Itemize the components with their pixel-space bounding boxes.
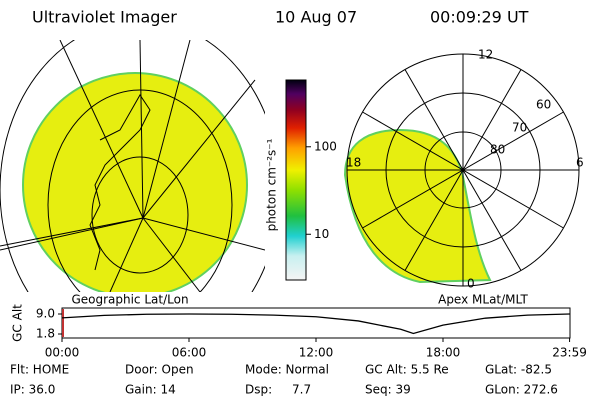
mlt-label: 6 [576, 156, 584, 170]
colorbar-label: photon cm⁻²s⁻¹ [265, 138, 279, 231]
geo-map [0, 40, 265, 292]
status-field: Seq: 39 [365, 383, 411, 397]
colorbar-tick-label: 100 [314, 139, 337, 153]
y-tick-label: 1.8 [36, 327, 55, 341]
mlt-label: 18 [346, 156, 361, 170]
x-tick-label: 23:59 [552, 346, 587, 360]
lat-label: 60 [536, 98, 551, 112]
date: 10 Aug 07 [275, 8, 357, 27]
status-field: GLon: 272.6 [485, 383, 558, 397]
x-tick-label: 18:00 [426, 346, 461, 360]
time: 00:09:29 UT [430, 8, 529, 27]
x-tick-label: 00:00 [45, 346, 80, 360]
x-tick-label: 12:00 [299, 346, 334, 360]
colorbar [285, 79, 307, 281]
mlt-label: 12 [478, 48, 493, 62]
status-field: 7.7 [292, 383, 311, 397]
geo-caption: Geographic Lat/Lon [71, 293, 188, 307]
lat-label: 80 [490, 143, 505, 157]
x-tick-label: 06:00 [172, 346, 207, 360]
status-field: Door: Open [125, 363, 194, 377]
status-field: Gain: 14 [125, 383, 176, 397]
lat-label: 70 [512, 121, 527, 135]
y-tick-label: 9.0 [36, 307, 55, 321]
status-field: IP: 36.0 [10, 383, 55, 397]
polar-map [343, 53, 580, 287]
status-field: Mode: Normal [245, 363, 329, 377]
status-field: Flt: HOME [10, 363, 69, 377]
colorbar-tick-label: 10 [314, 227, 329, 241]
title: Ultraviolet Imager [32, 8, 177, 27]
y-label: GC Alt [11, 304, 25, 342]
status-field: Dsp: [245, 383, 272, 397]
status-field: GLat: -82.5 [485, 363, 552, 377]
altitude-line [61, 313, 570, 335]
mlt-label: 0 [467, 277, 475, 291]
status-field: GC Alt: 5.5 Re [365, 363, 449, 377]
alt-frame [61, 307, 571, 339]
polar-caption: Apex MLat/MLT [438, 293, 528, 307]
